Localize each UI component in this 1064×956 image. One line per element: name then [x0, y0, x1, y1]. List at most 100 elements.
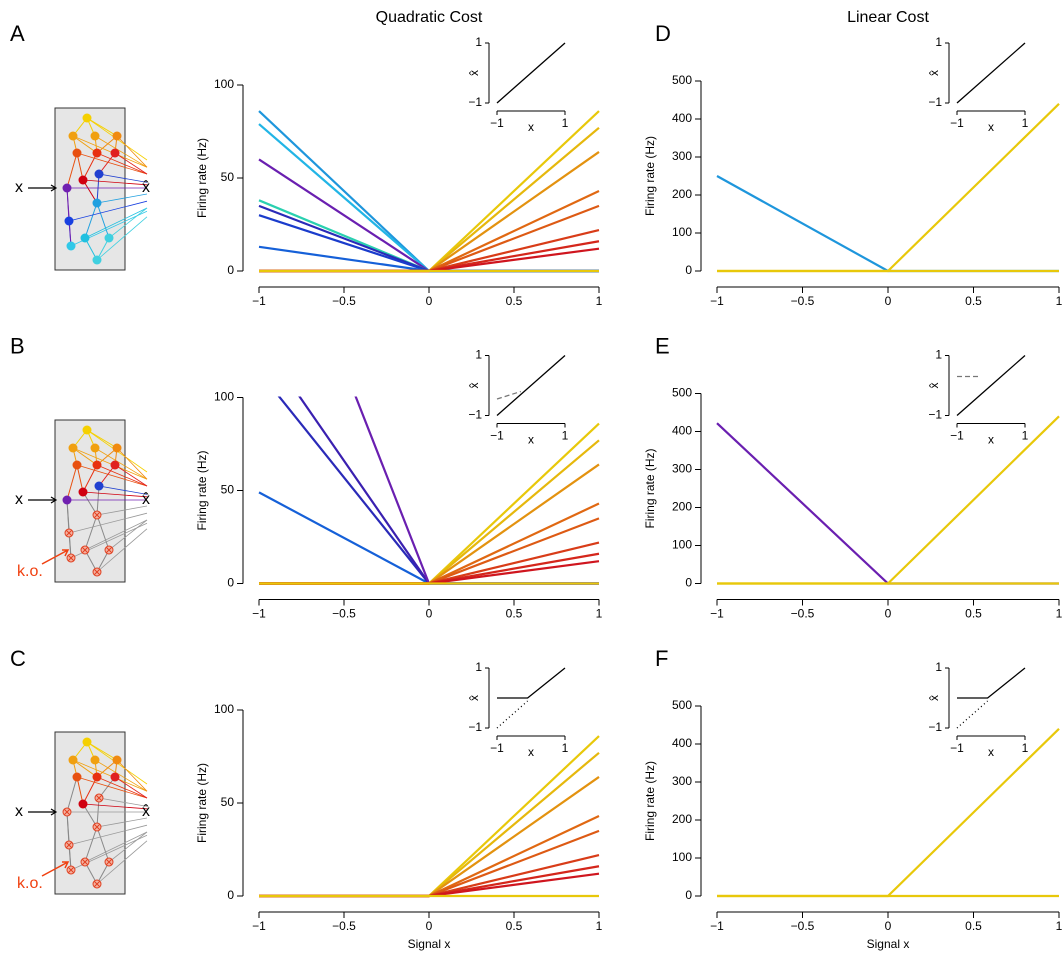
readout-edge — [116, 135, 148, 168]
input-arrow — [28, 496, 58, 504]
y-tick-label: 50 — [221, 795, 235, 809]
inset-x-label: x — [528, 120, 534, 134]
y-tick-label: 100 — [214, 390, 234, 404]
readout-edge — [72, 759, 148, 792]
x-tick-label: 0 — [885, 919, 892, 933]
x-tick-label: 0 — [426, 919, 433, 933]
series-line — [258, 123, 599, 273]
y-axis-label: Firing rate (Hz) — [195, 450, 209, 530]
readout-edge — [96, 776, 148, 799]
series-line — [259, 815, 600, 898]
x-tick-label: −0.5 — [791, 294, 815, 308]
knockout-cross — [93, 568, 101, 576]
network-edge — [86, 741, 118, 761]
input-arrow — [28, 808, 58, 816]
y-tick-label: 0 — [227, 888, 234, 902]
series-line — [717, 415, 1060, 585]
y-tick-label: 500 — [672, 73, 692, 87]
y-tick-label: 400 — [672, 736, 692, 750]
series-line — [956, 700, 989, 729]
x-tick-label: −0.5 — [791, 919, 815, 933]
readout-edge — [116, 447, 148, 480]
x-axis-label: Signal x — [867, 937, 910, 951]
y-tick-label: 1 — [475, 348, 482, 362]
x-tick-label: −1 — [710, 919, 724, 933]
network-edge — [86, 429, 118, 449]
series-line — [259, 872, 600, 898]
knockout-cross — [93, 823, 101, 831]
y-tick-label: 500 — [672, 386, 692, 400]
readout-edge — [116, 759, 148, 792]
y-tick-label: −1 — [928, 720, 942, 734]
readout-edge — [98, 485, 148, 495]
inset-x-label: x — [528, 745, 534, 759]
inset-y-label: x̂ — [467, 383, 481, 389]
knockout-label: k.o. — [17, 875, 43, 892]
x-tick-label: −0.5 — [332, 294, 356, 308]
x-tick-label: 0 — [885, 294, 892, 308]
x-tick-label: 0.5 — [506, 919, 523, 933]
network-edge — [76, 464, 84, 493]
x-tick-label: −1 — [950, 116, 964, 130]
y-tick-label: 0 — [227, 576, 234, 590]
readout-edge — [68, 512, 148, 534]
readout-edge — [68, 200, 148, 222]
network-edge — [66, 776, 78, 813]
series-line — [259, 735, 600, 898]
y-tick-label: 500 — [672, 698, 692, 712]
y-tick-label: 50 — [221, 170, 235, 184]
neuron — [90, 755, 100, 765]
neuron — [72, 772, 82, 782]
series-line — [496, 42, 566, 104]
network-edge — [96, 514, 110, 551]
knockout-cross — [105, 858, 113, 866]
y-tick-label: 100 — [214, 702, 234, 716]
readout-edge — [96, 528, 148, 573]
x-tick-label: −1 — [710, 294, 724, 308]
series-line — [258, 110, 599, 273]
x-tick-label: −1 — [950, 429, 964, 443]
y-axis-label: Firing rate (Hz) — [195, 138, 209, 218]
x-tick-label: 1 — [1022, 429, 1029, 443]
series-line — [259, 247, 600, 273]
panel-label: C — [10, 646, 26, 671]
neuron — [82, 737, 92, 747]
neuron — [72, 148, 82, 158]
x-tick-label: −0.5 — [791, 607, 815, 621]
readout-edge — [84, 519, 148, 551]
series-line — [277, 396, 599, 585]
x-tick-label: −1 — [252, 919, 266, 933]
inset-y-label: x̂ — [927, 70, 941, 76]
x-tick-label: −1 — [490, 741, 504, 755]
x-tick-label: 0.5 — [506, 294, 523, 308]
y-tick-label: −1 — [468, 408, 482, 422]
panel-label: F — [655, 646, 668, 671]
readout-edge — [96, 193, 148, 204]
neuron — [92, 460, 102, 470]
network-edge — [76, 776, 84, 805]
readout-edge — [82, 179, 148, 186]
x-tick-label: −1 — [252, 294, 266, 308]
x-tick-label: 0.5 — [965, 294, 982, 308]
readout-edge — [72, 135, 148, 168]
neuron — [64, 216, 74, 226]
y-axis-label: Firing rate (Hz) — [643, 448, 657, 528]
readout-edge — [84, 831, 148, 863]
y-tick-label: 1 — [935, 660, 942, 674]
readout-edge — [108, 519, 148, 551]
x-tick-label: 0.5 — [965, 919, 982, 933]
network-edge — [72, 759, 98, 778]
x-tick-label: 0 — [426, 607, 433, 621]
network-edge — [76, 152, 84, 181]
network-edge — [84, 202, 98, 239]
neuron — [110, 772, 120, 782]
x-tick-label: 1 — [1056, 294, 1063, 308]
network-edge — [82, 776, 98, 805]
readout-edge — [98, 797, 148, 807]
x-tick-label: −0.5 — [332, 607, 356, 621]
knockout-cross — [67, 866, 75, 874]
readout-edge — [84, 207, 148, 239]
x-tick-label: 1 — [562, 741, 569, 755]
readout-edge — [96, 464, 148, 487]
